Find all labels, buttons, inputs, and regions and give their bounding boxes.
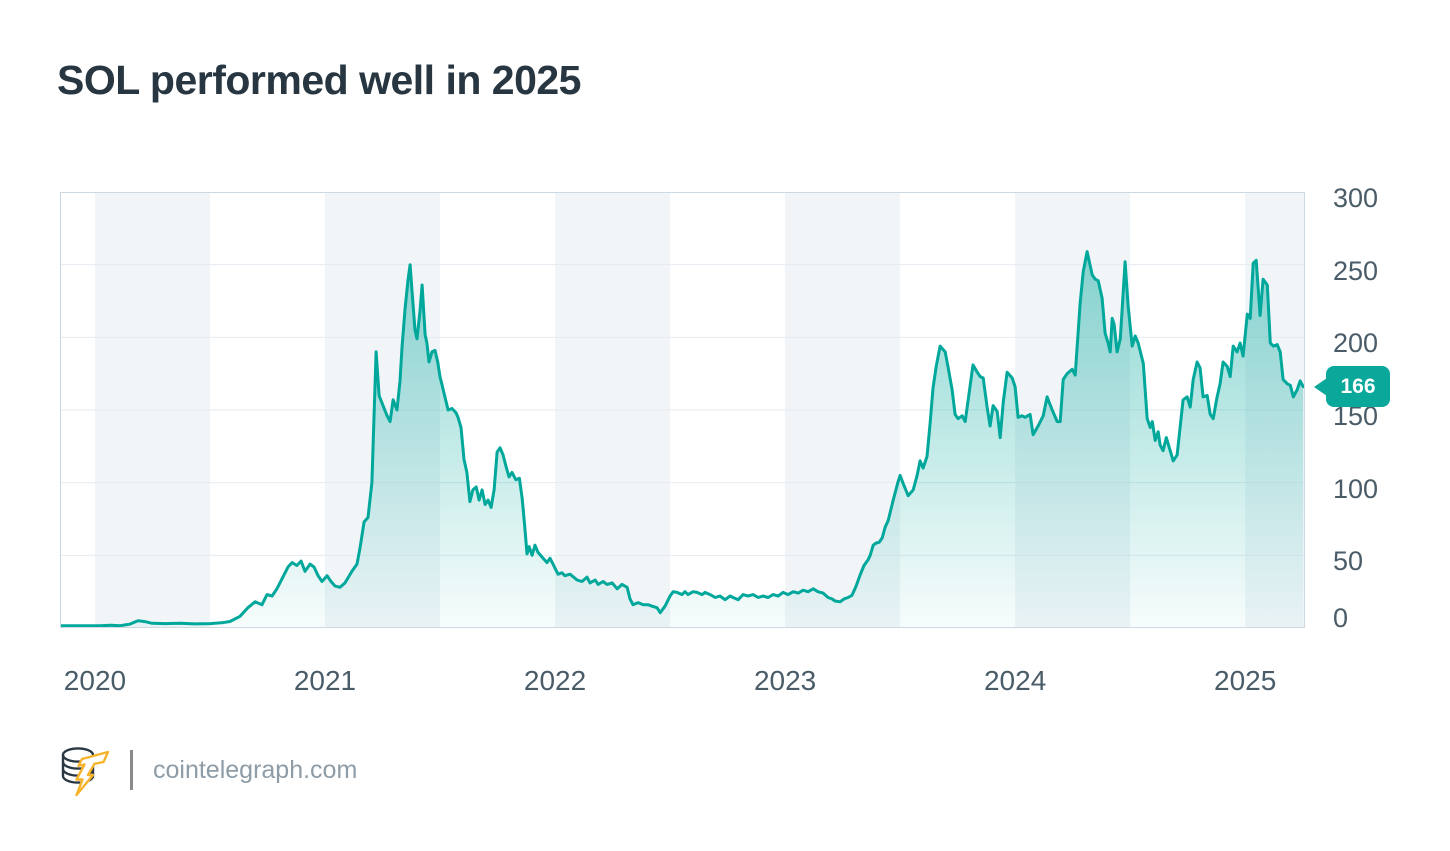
source-text: cointelegraph.com	[153, 755, 358, 784]
last-price-value: 166	[1340, 374, 1376, 398]
price-area-fill	[60, 251, 1304, 628]
footer-divider	[130, 750, 133, 790]
x-axis-tick-label: 2023	[753, 665, 817, 696]
last-price-badge: 166	[1314, 366, 1390, 408]
page-title: SOL performed well in 2025	[57, 57, 581, 103]
y-axis-tick-label: 100	[1333, 473, 1379, 504]
y-axis-tick-label: 250	[1333, 255, 1379, 286]
price-area-chart	[60, 192, 1305, 628]
x-axis-tick-label: 2024	[983, 665, 1047, 696]
x-axis-tick-label: 2020	[63, 665, 127, 696]
x-axis-tick-label: 2022	[523, 665, 587, 696]
badge-arrow-icon	[1314, 377, 1327, 396]
y-axis-tick-label: 0	[1333, 603, 1349, 633]
price-chart-plot	[60, 192, 1305, 628]
y-axis-tick-label: 300	[1333, 183, 1379, 213]
price-line	[60, 250, 1305, 628]
source-footer: cointelegraph.com	[56, 742, 357, 798]
y-axis-tick-label: 50	[1333, 546, 1364, 577]
plot-border	[60, 192, 1305, 628]
x-axis-tick-label: 2025	[1214, 665, 1277, 696]
x-axis-tick-label: 2021	[293, 665, 357, 696]
y-axis-tick-label: 200	[1333, 328, 1379, 359]
cointelegraph-logo-icon	[61, 747, 110, 797]
